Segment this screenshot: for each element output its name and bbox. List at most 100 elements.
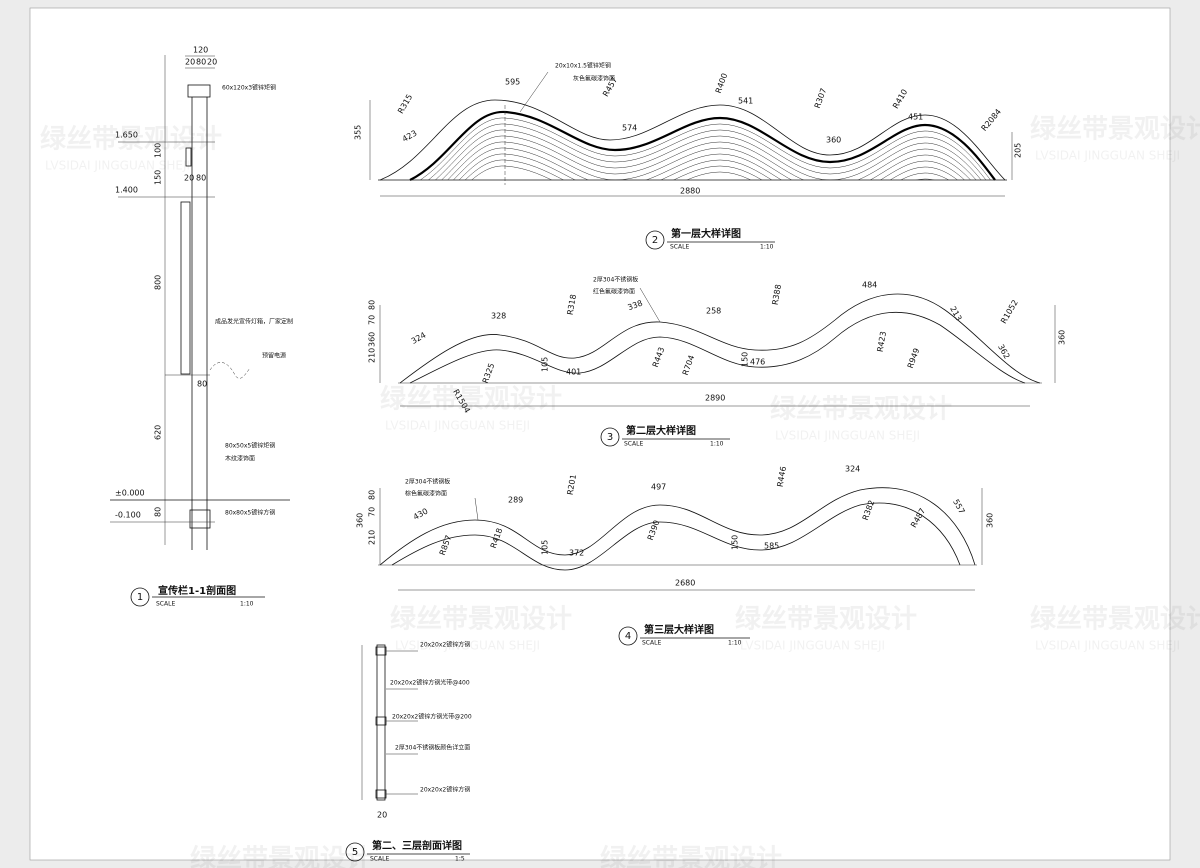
watermark-sub: LVSIDAI JINGGUAN SHEJI bbox=[395, 639, 540, 653]
label: 401 bbox=[566, 368, 581, 377]
label: SCALE bbox=[370, 856, 389, 863]
label: 80x80x5镀锌方钢 bbox=[225, 509, 275, 517]
label: 5 bbox=[352, 847, 358, 858]
label: 红色氟碳漆饰面 bbox=[593, 288, 635, 296]
label: 70 bbox=[368, 315, 377, 325]
base-tube bbox=[189, 509, 211, 529]
label: 预留电源 bbox=[262, 352, 286, 360]
label: 100 bbox=[154, 143, 163, 158]
label: 80 bbox=[368, 490, 377, 500]
label: 2 bbox=[652, 235, 658, 246]
label: 木纹漆饰面 bbox=[225, 455, 255, 463]
label: 2680 bbox=[675, 579, 695, 588]
label: 1:10 bbox=[760, 244, 774, 251]
label: 2厚304不锈钢板 bbox=[593, 276, 638, 284]
label: 80 bbox=[197, 380, 207, 389]
callout-circle bbox=[645, 230, 665, 250]
label: R423 bbox=[876, 331, 888, 353]
label: 2890 bbox=[705, 394, 725, 403]
label: 210 bbox=[368, 530, 377, 545]
callout-circle bbox=[345, 842, 365, 862]
label: 第二层大样详图 bbox=[626, 424, 696, 437]
ribbon-bottom bbox=[391, 502, 961, 571]
section-detail bbox=[345, 644, 470, 862]
label: 80 bbox=[196, 58, 206, 67]
label: 灰色氟碳漆饰面 bbox=[573, 75, 615, 83]
label: 20x20x2镀锌方钢 bbox=[420, 641, 470, 649]
label: 80 bbox=[196, 174, 206, 183]
label: R446 bbox=[776, 466, 788, 488]
label: -0.100 bbox=[115, 511, 141, 520]
watermark-sub: LVSIDAI JINGGUAN SHEJI bbox=[740, 639, 885, 653]
watermarks: 绿丝带景观设计 LVSIDAI JINGGUAN SHEJI 绿丝带景观设计 LVSI… bbox=[40, 115, 1200, 868]
label: 成品发光宣传灯箱，厂家定制 bbox=[215, 318, 293, 326]
callout-circle bbox=[130, 587, 150, 607]
label: 620 bbox=[154, 425, 163, 440]
watermark: 绿丝带景观设计 bbox=[190, 845, 372, 868]
label: R318 bbox=[566, 294, 578, 316]
cable bbox=[209, 362, 251, 379]
label: 585 bbox=[764, 542, 779, 551]
label: 105 bbox=[541, 357, 550, 372]
watermark: 绿丝带景观设计 bbox=[600, 845, 782, 868]
label: 800 bbox=[154, 275, 163, 290]
label: 20x10x1.5镀锌矩钢 bbox=[555, 62, 611, 70]
label: 360 bbox=[1058, 330, 1067, 345]
outer-curve bbox=[379, 99, 1006, 181]
label: 105 bbox=[541, 540, 550, 555]
label: 1.400 bbox=[115, 186, 138, 195]
watermark: 绿丝带景观设计 bbox=[380, 385, 562, 415]
layer1-detail bbox=[369, 71, 1013, 250]
label: 484 bbox=[862, 281, 877, 290]
label: 80 bbox=[154, 507, 163, 517]
label: 1:10 bbox=[240, 601, 254, 608]
watermark-sub: LVSIDAI JINGGUAN SHEJI bbox=[1035, 639, 1180, 653]
watermark-sub: LVSIDAI JINGGUAN SHEJI bbox=[385, 419, 530, 433]
callout-circle bbox=[600, 427, 620, 447]
label: R388 bbox=[771, 284, 783, 306]
label: 3 bbox=[607, 432, 613, 443]
label: 20 bbox=[377, 811, 387, 820]
label: 第二、三层剖面详图 bbox=[372, 839, 462, 852]
label: R201 bbox=[566, 474, 578, 496]
ribbon-bottom bbox=[409, 311, 1026, 384]
label: 150 bbox=[154, 170, 163, 185]
lightbox bbox=[180, 201, 191, 375]
label: 360 bbox=[356, 513, 365, 528]
label: 150 bbox=[731, 535, 740, 550]
label: SCALE bbox=[642, 640, 661, 647]
label: 150 bbox=[741, 352, 750, 367]
label: 20x20x2镀锌方钢光带@400 bbox=[390, 679, 470, 687]
label: 360 bbox=[986, 513, 995, 528]
label: 棕色氟碳漆饰面 bbox=[405, 490, 447, 498]
label: 1:5 bbox=[455, 856, 465, 863]
label: 80x50x5镀锌矩钢 bbox=[225, 442, 275, 450]
watermark-sub: LVSIDAI JINGGUAN SHEJI bbox=[775, 429, 920, 443]
sheet bbox=[29, 7, 1171, 861]
label: 宣传栏1-1剖面图 bbox=[158, 584, 236, 597]
top-rail bbox=[187, 84, 211, 98]
label: 2厚304不锈钢板颜色详立面 bbox=[395, 744, 470, 752]
layer3-detail bbox=[378, 487, 983, 646]
label: 210 bbox=[368, 348, 377, 363]
watermark-sub: LVSIDAI JINGGUAN SHEJI bbox=[45, 159, 190, 173]
label: 1.650 bbox=[115, 131, 138, 140]
ribbon-top bbox=[379, 487, 976, 566]
label: 355 bbox=[354, 125, 363, 140]
label: 1 bbox=[137, 592, 143, 603]
label: 20x20x2镀锌方钢 bbox=[420, 786, 470, 794]
label: 1:10 bbox=[728, 640, 742, 647]
clip bbox=[185, 147, 192, 167]
label: 372 bbox=[569, 549, 584, 558]
label: 595 bbox=[505, 78, 520, 87]
label: 574 bbox=[622, 124, 637, 133]
watermark: 绿丝带景观设计 bbox=[1030, 115, 1200, 145]
layer2-detail bbox=[379, 287, 1056, 447]
label: 289 bbox=[508, 496, 523, 505]
label: 497 bbox=[651, 483, 666, 492]
label: 476 bbox=[750, 358, 765, 367]
label: 451 bbox=[908, 113, 923, 122]
label: 20 bbox=[185, 58, 195, 67]
label: 20 bbox=[184, 174, 194, 183]
